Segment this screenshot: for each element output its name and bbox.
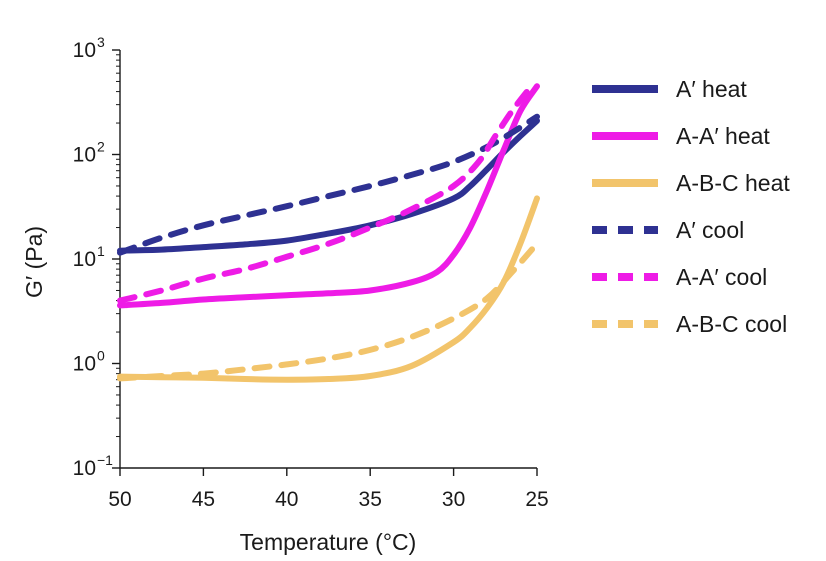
y-tick-label: 10 [73,39,96,62]
y-tick-exponent: 1 [97,243,105,259]
series-layer [117,83,540,383]
legend-label: A-A′ cool [676,264,767,290]
x-ticks: 50 45 40 35 30 25 [108,468,549,511]
y-tick-label: 10 [73,457,96,480]
x-tick-label: 30 [442,488,465,511]
x-tick-label: 50 [108,488,131,511]
x-tick-label: 40 [275,488,298,511]
legend-label: A′ heat [676,76,747,102]
series-line-a-a-cool [117,86,532,304]
legend-label: A-B-C heat [676,170,790,196]
x-tick-label: 35 [359,488,382,511]
y-tick-label: 10 [73,144,96,167]
x-axis-title: Temperature (°C) [240,529,417,555]
y-tick-exponent: 3 [97,34,105,50]
legend-label: A-B-C cool [676,311,787,337]
y-tick-label: 10 [73,353,96,376]
x-tick-label: 45 [192,488,215,511]
series-line-a-a-heat [117,83,540,309]
y-tick-exponent: −1 [97,452,113,468]
series-line-a-b-c-cool [117,240,540,382]
legend-label: A′ cool [676,217,744,243]
y-axis-title: G′ (Pa) [21,226,47,298]
legend-label: A-A′ heat [676,123,770,149]
y-tick-exponent: 2 [97,139,105,155]
series-line-a-b-c-heat [117,195,540,383]
legend: A′ heat A-A′ heat A-B-C heat A′ cool A-A′ co… [592,76,790,337]
series-line-a-cool [117,113,540,256]
x-tick-label: 25 [525,488,548,511]
y-tick-exponent: 0 [97,348,105,364]
y-tick-label: 10 [73,248,96,271]
